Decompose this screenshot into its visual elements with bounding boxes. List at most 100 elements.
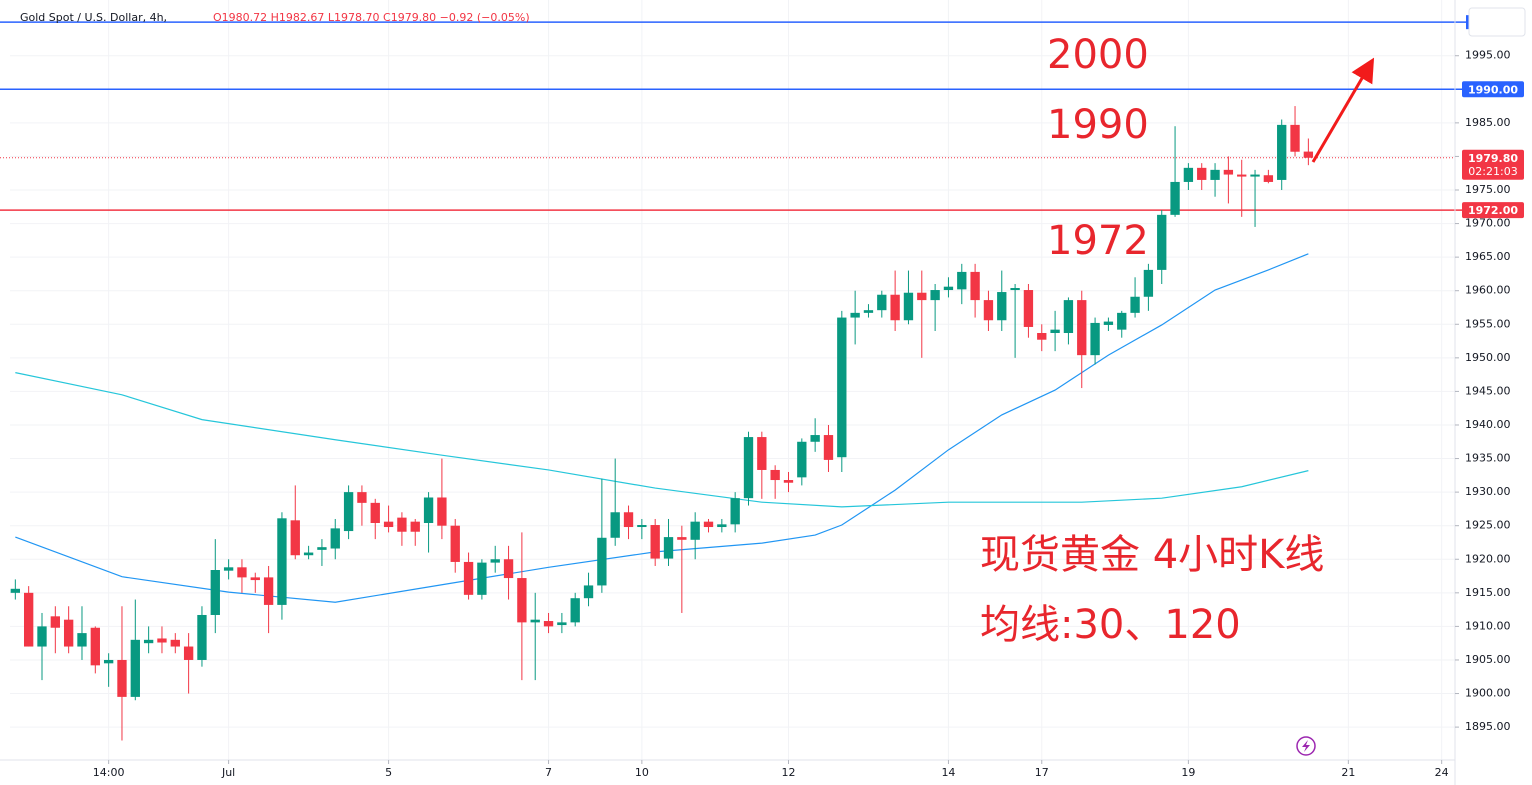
annotation: 均线:30、120 [980,602,1241,648]
candle-body [1090,322,1100,356]
candle-body [663,537,674,559]
candle-body [650,525,660,559]
candle-body [1210,169,1220,180]
candle-body [957,271,967,290]
candle-body [970,271,980,301]
candle-body [410,521,420,532]
y-tick-label: 1900.00 [1465,687,1511,700]
level-label-box [1462,202,1524,219]
y-tick-label: 1960.00 [1465,284,1511,297]
arrow [1311,57,1375,163]
candle-body [1077,300,1087,356]
candle-body [1237,174,1247,177]
candle-body [317,547,327,550]
candle-body [583,585,594,599]
candle-body [437,497,447,526]
axis-box [1468,7,1526,37]
candle-body [690,521,700,540]
candle-body [863,310,874,313]
candle-body [1010,288,1020,291]
candle-body [997,292,1007,321]
last-price-box [1462,149,1524,180]
candle-body [117,659,127,697]
candle-body [743,437,754,499]
candle-body [530,619,540,623]
candle-body [490,559,500,563]
level-label: 1990.00 [1468,83,1518,96]
candle-body [90,627,100,666]
candles [10,106,1314,741]
candle-body [77,633,87,647]
candle-body [237,567,247,578]
candle-body [1290,124,1300,152]
moving-average [15,253,1309,603]
candle-body [1170,181,1180,215]
candle-body [197,614,207,660]
candle-body [503,559,514,579]
candle-body [757,437,767,470]
candle-body [130,639,140,697]
x-tick-label: 7 [545,766,552,779]
candle-body [783,480,794,483]
y-tick-label: 1895.00 [1465,720,1511,733]
candle-body [103,659,114,664]
annotation: 1990 [1047,102,1149,148]
event-icon-bolt [1302,740,1310,752]
candle-body [370,502,380,524]
candle-body [730,498,740,525]
x-tick-label: 24 [1435,766,1449,779]
candle-body [877,294,887,311]
candle-body [343,492,354,532]
y-tick-label: 1925.00 [1465,519,1511,532]
chart-title: Gold Spot / U.S. Dollar, 4h, [20,11,167,24]
x-tick-label: 10 [635,766,649,779]
candle-body [223,567,234,571]
ohlc-legend: O1980.72 H1982.67 L1978.70 C1979.80 −0.9… [213,11,530,24]
candle-body [543,621,554,627]
candle-body [623,512,634,528]
moving-averages [15,253,1309,603]
candle-body [810,435,820,442]
candle-body [903,292,914,321]
candle-body [717,524,727,528]
candle-body [837,317,847,458]
level-label-box [1462,81,1524,98]
candle-body [1303,151,1314,158]
candle-body [263,577,274,605]
y-tick-label: 1940.00 [1465,418,1511,431]
candle-body [250,577,260,581]
candle-body [610,512,620,538]
level-label: 1972.00 [1468,204,1518,217]
candle-body [1117,312,1127,330]
candle-body [1063,300,1074,334]
candle-body [183,646,194,660]
x-tick-label: 14:00 [93,766,125,779]
candle-body [890,294,900,321]
y-tick-label: 1920.00 [1465,552,1511,565]
x-tick-label: 21 [1341,766,1355,779]
axes: 1895.00 1900.00 1905.00 1910.00 1915.00 1920.… [93,15,1524,779]
candle-body [290,520,300,556]
candle-body [210,570,220,615]
y-tick-label: 1975.00 [1465,183,1511,196]
candle-body [1103,321,1114,325]
candle-body [1143,269,1154,297]
candle-body [170,639,180,647]
candle-body [983,300,994,321]
candle-body [63,619,74,647]
y-tick-label: 1995.00 [1465,49,1511,62]
candle-body [463,561,474,595]
candle-body [517,578,527,623]
y-tick-label: 1930.00 [1465,485,1511,498]
levels [0,21,1467,211]
candle-body [597,537,607,586]
annotation: 现货黄金 4小时K线 [980,532,1324,578]
candle-body [1223,169,1234,175]
candle-body [143,639,154,644]
y-tick-label: 1985.00 [1465,116,1511,129]
x-tick-label: 14 [941,766,955,779]
y-tick-label: 1910.00 [1465,619,1511,632]
x-tick-label: 17 [1035,766,1049,779]
event-icon[interactable] [1296,736,1316,756]
